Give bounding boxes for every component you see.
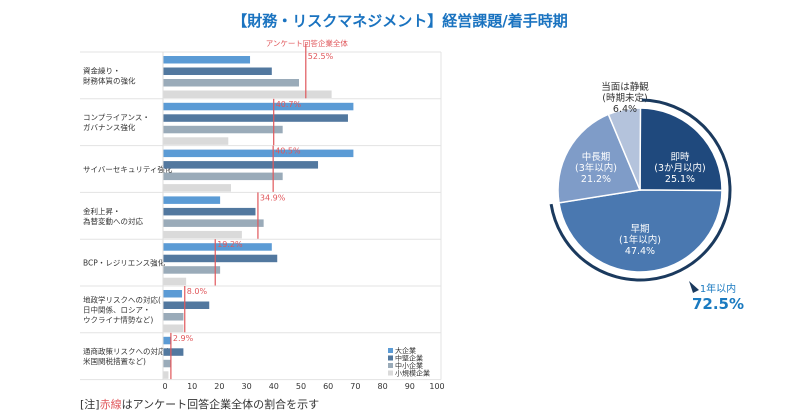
category-label: BCP・レジリエンス強化: [83, 258, 166, 268]
bar-大企業: [163, 149, 354, 158]
legend-label: 小規模企業: [395, 369, 430, 378]
x-tick-label: 50: [296, 382, 306, 391]
x-tick-label: 20: [214, 382, 224, 391]
x-tick-label: 10: [187, 382, 197, 391]
pie-slice-早期: [558, 189, 723, 273]
slice-value: 47.4%: [625, 246, 655, 257]
legend-swatch: [388, 348, 393, 353]
reference-label: 19.2%: [217, 240, 243, 249]
category-label: 米国関税措置など): [83, 356, 146, 366]
bar-大企業: [163, 336, 172, 345]
category-label: 資金繰り・: [83, 65, 121, 75]
legend-label: 大企業: [395, 346, 416, 355]
bar-小規模企業: [163, 277, 187, 286]
bar-小規模企業: [163, 230, 242, 239]
bar-中小企業: [163, 219, 264, 227]
slice-sublabel: (3か月以内): [654, 162, 705, 174]
slice-sublabel: (1年以内): [619, 234, 661, 246]
legend-label: 中堅企業: [395, 354, 423, 363]
reference-title: アンケート回答企業全体: [266, 38, 349, 48]
bar-中堅企業: [163, 207, 256, 216]
bar-小規模企業: [163, 371, 169, 379]
footnote-red: 赤線: [99, 398, 122, 411]
bar-小規模企業: [163, 184, 231, 192]
reference-label: 52.5%: [308, 52, 334, 61]
category-label: コンプライアンス・: [83, 113, 150, 122]
x-tick-label: 70: [350, 382, 360, 391]
reference-label: 8.0%: [187, 287, 208, 296]
legend-swatch: [388, 370, 393, 376]
category-label: ウクライナ情勢など): [83, 314, 153, 324]
pie-slice-中長期: [557, 113, 642, 204]
bar-大企業: [163, 196, 221, 204]
bar-大企業: [163, 243, 272, 251]
bar-中小企業: [163, 359, 172, 368]
slice-label: 当面は静観: [601, 81, 649, 93]
x-tick-label: 90: [405, 382, 415, 391]
x-tick-label: 60: [323, 382, 333, 391]
reference-label: 40.7%: [276, 100, 302, 109]
legend-swatch: [388, 363, 393, 368]
category-label: 通商政策リスクへの対応(: [83, 346, 168, 356]
footnote: [注]赤線はアンケート回答企業全体の割合を示す: [80, 396, 319, 412]
bar-中小企業: [163, 313, 184, 321]
callout-value: 72.5%: [692, 295, 744, 313]
page-title: 【財務・リスクマネジメント】経営課題/着手時期: [232, 12, 568, 30]
footnote-prefix: [注]: [80, 398, 100, 411]
category-label: 為替変動への対応: [83, 216, 143, 226]
bar-中小企業: [163, 125, 283, 134]
bar-大企業: [163, 290, 183, 298]
x-tick-label: 80: [378, 382, 388, 391]
bar-小規模企業: [163, 90, 332, 98]
slice-value: 6.4%: [613, 104, 637, 115]
reference-label: 40.5%: [275, 147, 301, 156]
reference-label: 2.9%: [173, 334, 194, 343]
x-tick-label: 30: [242, 382, 252, 391]
bar-中小企業: [163, 79, 299, 87]
bar-中堅企業: [163, 161, 319, 169]
slice-label: 中長期: [582, 151, 611, 163]
bar-中堅企業: [163, 301, 210, 309]
slice-value: 25.1%: [665, 174, 695, 185]
bar-中堅企業: [163, 67, 272, 75]
bar-小規模企業: [163, 324, 184, 332]
category-label: 日中関係、ロシア・: [83, 304, 151, 314]
bar-中小企業: [163, 266, 221, 274]
bar-大企業: [163, 102, 354, 111]
callout-arc: [549, 98, 732, 282]
slice-sublabel: (時期未定): [602, 92, 647, 104]
legend-label: 中小企業: [395, 361, 423, 370]
bar-中堅企業: [163, 254, 278, 263]
reference-label: 34.9%: [260, 193, 286, 202]
x-tick-label: 100: [429, 382, 444, 391]
pie-slice-当面は静観: [607, 107, 642, 191]
callout-label: 1年以内: [700, 282, 736, 295]
category-label: ガバナンス強化: [83, 122, 136, 132]
slice-value: 21.2%: [581, 174, 611, 185]
callout-arrow-icon: [689, 281, 699, 293]
pie-slice-即時: [639, 107, 723, 192]
category-label: 金利上昇・: [83, 206, 121, 216]
bar-大企業: [163, 56, 251, 64]
bar-中堅企業: [163, 348, 184, 356]
legend-swatch: [388, 355, 393, 361]
footnote-text: はアンケート回答企業全体の割合を示す: [121, 398, 320, 411]
bar-中小企業: [163, 172, 283, 181]
bar-小規模企業: [163, 137, 229, 145]
x-tick-label: 40: [269, 382, 279, 391]
bar-中堅企業: [163, 114, 348, 122]
slice-label: 即時: [670, 152, 690, 163]
slice-label: 早期: [630, 224, 649, 235]
slice-sublabel: (3年以内): [575, 162, 617, 174]
category-label: 財務体質の強化: [83, 75, 136, 85]
category-label: 地政学リスクへの対応(: [83, 294, 161, 304]
x-tick-label: 0: [162, 382, 167, 391]
category-label: サイバーセキュリティ強化: [83, 164, 173, 174]
